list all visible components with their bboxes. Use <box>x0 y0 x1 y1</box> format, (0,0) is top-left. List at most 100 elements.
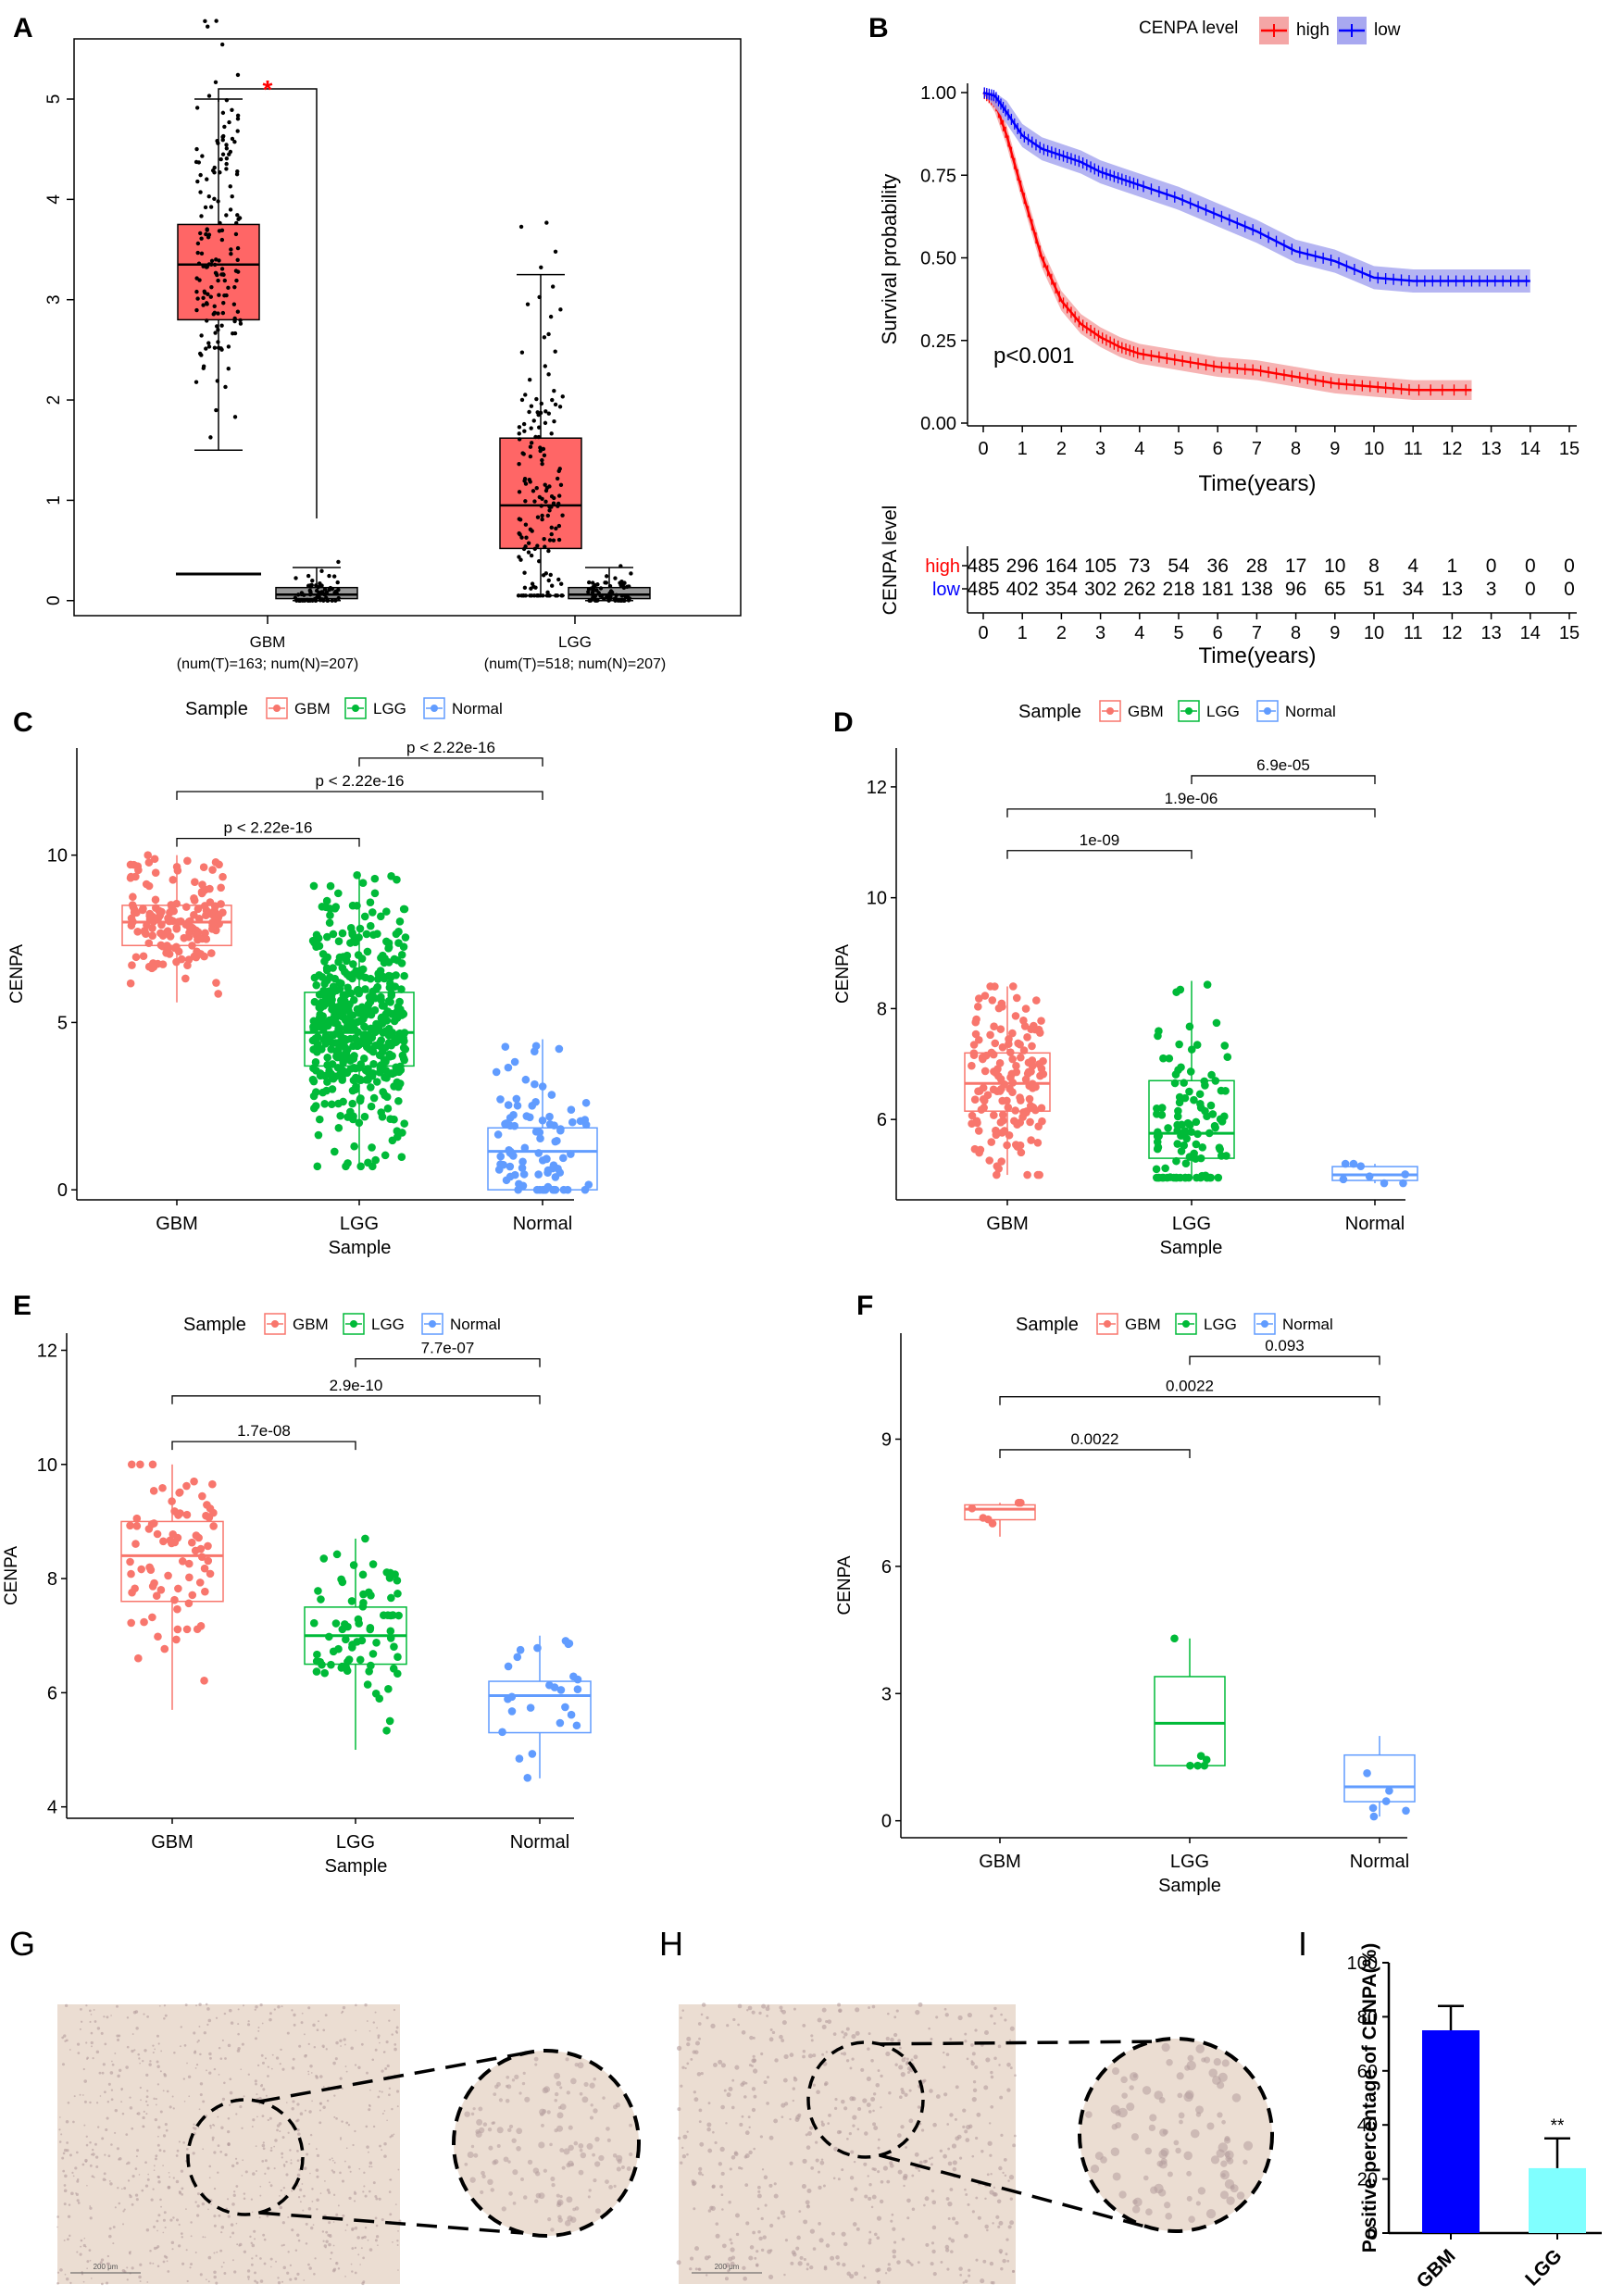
data-point <box>206 898 215 906</box>
cell-nucleus <box>298 2044 302 2048</box>
cell-nucleus <box>281 2152 284 2155</box>
cell-nucleus <box>383 2154 387 2158</box>
cell-nucleus <box>944 2013 949 2017</box>
risk-count: 17 <box>1285 555 1306 577</box>
cell-nucleus <box>114 2053 117 2054</box>
data-point <box>137 1565 145 1574</box>
data-point <box>199 863 208 872</box>
cell-nucleus <box>958 2156 963 2160</box>
zoom-nucleus <box>534 2199 539 2203</box>
cell-nucleus <box>212 2124 215 2127</box>
data-point <box>176 1509 184 1517</box>
cell-nucleus <box>751 2107 756 2113</box>
significance-label: ** <box>1551 2116 1565 2136</box>
cell-nucleus <box>748 2150 753 2155</box>
x-tick-label: Normal <box>513 1214 572 1234</box>
zoom-nucleus <box>1158 2189 1167 2197</box>
zoom-nucleus <box>1159 2128 1168 2137</box>
data-point <box>200 1677 208 1685</box>
data-point <box>510 1121 519 1130</box>
x-axis-title: Sample <box>1158 1876 1221 1896</box>
data-point <box>1399 1179 1407 1188</box>
cell-nucleus <box>95 2050 100 2054</box>
cell-nucleus <box>882 2165 889 2171</box>
data-point <box>367 1083 375 1092</box>
cell-nucleus <box>193 2031 196 2035</box>
cell-nucleus <box>734 2213 741 2218</box>
data-point <box>556 523 562 529</box>
data-point <box>314 583 318 588</box>
zoom-nucleus <box>580 2152 587 2159</box>
legend: CENPA level high low <box>1139 17 1401 44</box>
data-point <box>149 959 157 967</box>
cell-nucleus <box>799 2255 804 2260</box>
bracket-label: 0.0022 <box>1166 1378 1214 1395</box>
risk-x-tick-label: 10 <box>1364 623 1384 643</box>
data-point <box>399 942 408 951</box>
cell-nucleus <box>774 2058 779 2063</box>
cell-nucleus <box>139 2280 142 2283</box>
data-point <box>526 541 531 545</box>
cell-nucleus <box>980 2278 985 2284</box>
cell-nucleus <box>138 2275 142 2279</box>
cell-nucleus <box>129 2252 131 2255</box>
zoom-nucleus <box>1187 2054 1194 2062</box>
bracket-label: p < 2.22e-16 <box>316 772 405 790</box>
data-point <box>522 429 527 433</box>
x-axis-title: Sample <box>329 1238 392 1258</box>
legend-label: Normal <box>450 1316 501 1333</box>
data-point <box>201 366 206 370</box>
cell-nucleus <box>120 2101 123 2103</box>
data-point <box>335 1041 343 1049</box>
data-point <box>235 257 240 263</box>
cell-nucleus <box>1005 2252 1008 2256</box>
cell-nucleus <box>378 2197 381 2201</box>
data-point <box>361 985 369 993</box>
data-point <box>326 911 334 919</box>
cell-nucleus <box>1002 2258 1006 2264</box>
x-tick-label: GBM <box>250 633 286 651</box>
cell-nucleus <box>79 2252 82 2256</box>
cell-nucleus <box>331 2157 333 2160</box>
data-point <box>501 1042 510 1051</box>
data-point <box>1175 1092 1184 1102</box>
data-point <box>329 964 337 972</box>
data-point <box>367 1102 376 1111</box>
data-point <box>1193 1129 1202 1139</box>
data-point <box>327 1045 336 1054</box>
cell-nucleus <box>809 2265 814 2270</box>
cell-nucleus <box>309 2172 311 2175</box>
data-point <box>201 929 209 938</box>
data-point <box>204 346 208 351</box>
data-point <box>556 1125 565 1133</box>
data-point <box>343 983 352 992</box>
data-point <box>385 983 394 992</box>
cell-nucleus <box>117 2074 120 2078</box>
data-point <box>376 1064 385 1073</box>
box <box>1154 1676 1226 1766</box>
legend-key-dot <box>1104 1320 1111 1328</box>
cell-nucleus <box>744 2130 750 2136</box>
cell-nucleus <box>807 2053 813 2059</box>
cell-nucleus <box>344 2229 347 2231</box>
cell-nucleus <box>949 2188 954 2191</box>
cell-nucleus <box>306 2152 309 2156</box>
cell-nucleus <box>116 2147 119 2151</box>
cell-nucleus <box>82 2280 85 2283</box>
data-point <box>1154 1128 1162 1137</box>
data-point <box>296 598 302 603</box>
zoom-nucleus <box>586 2142 593 2150</box>
cell-nucleus <box>156 2245 160 2249</box>
cell-nucleus <box>343 2160 346 2163</box>
cell-nucleus <box>892 2249 897 2254</box>
data-point <box>319 583 324 588</box>
data-point <box>181 974 190 983</box>
cell-nucleus <box>388 2190 392 2193</box>
cell-nucleus <box>143 2013 145 2015</box>
data-point <box>387 872 395 880</box>
data-point <box>395 917 405 926</box>
cell-nucleus <box>952 2216 956 2221</box>
data-point <box>224 97 230 103</box>
cell-nucleus <box>299 2112 304 2115</box>
